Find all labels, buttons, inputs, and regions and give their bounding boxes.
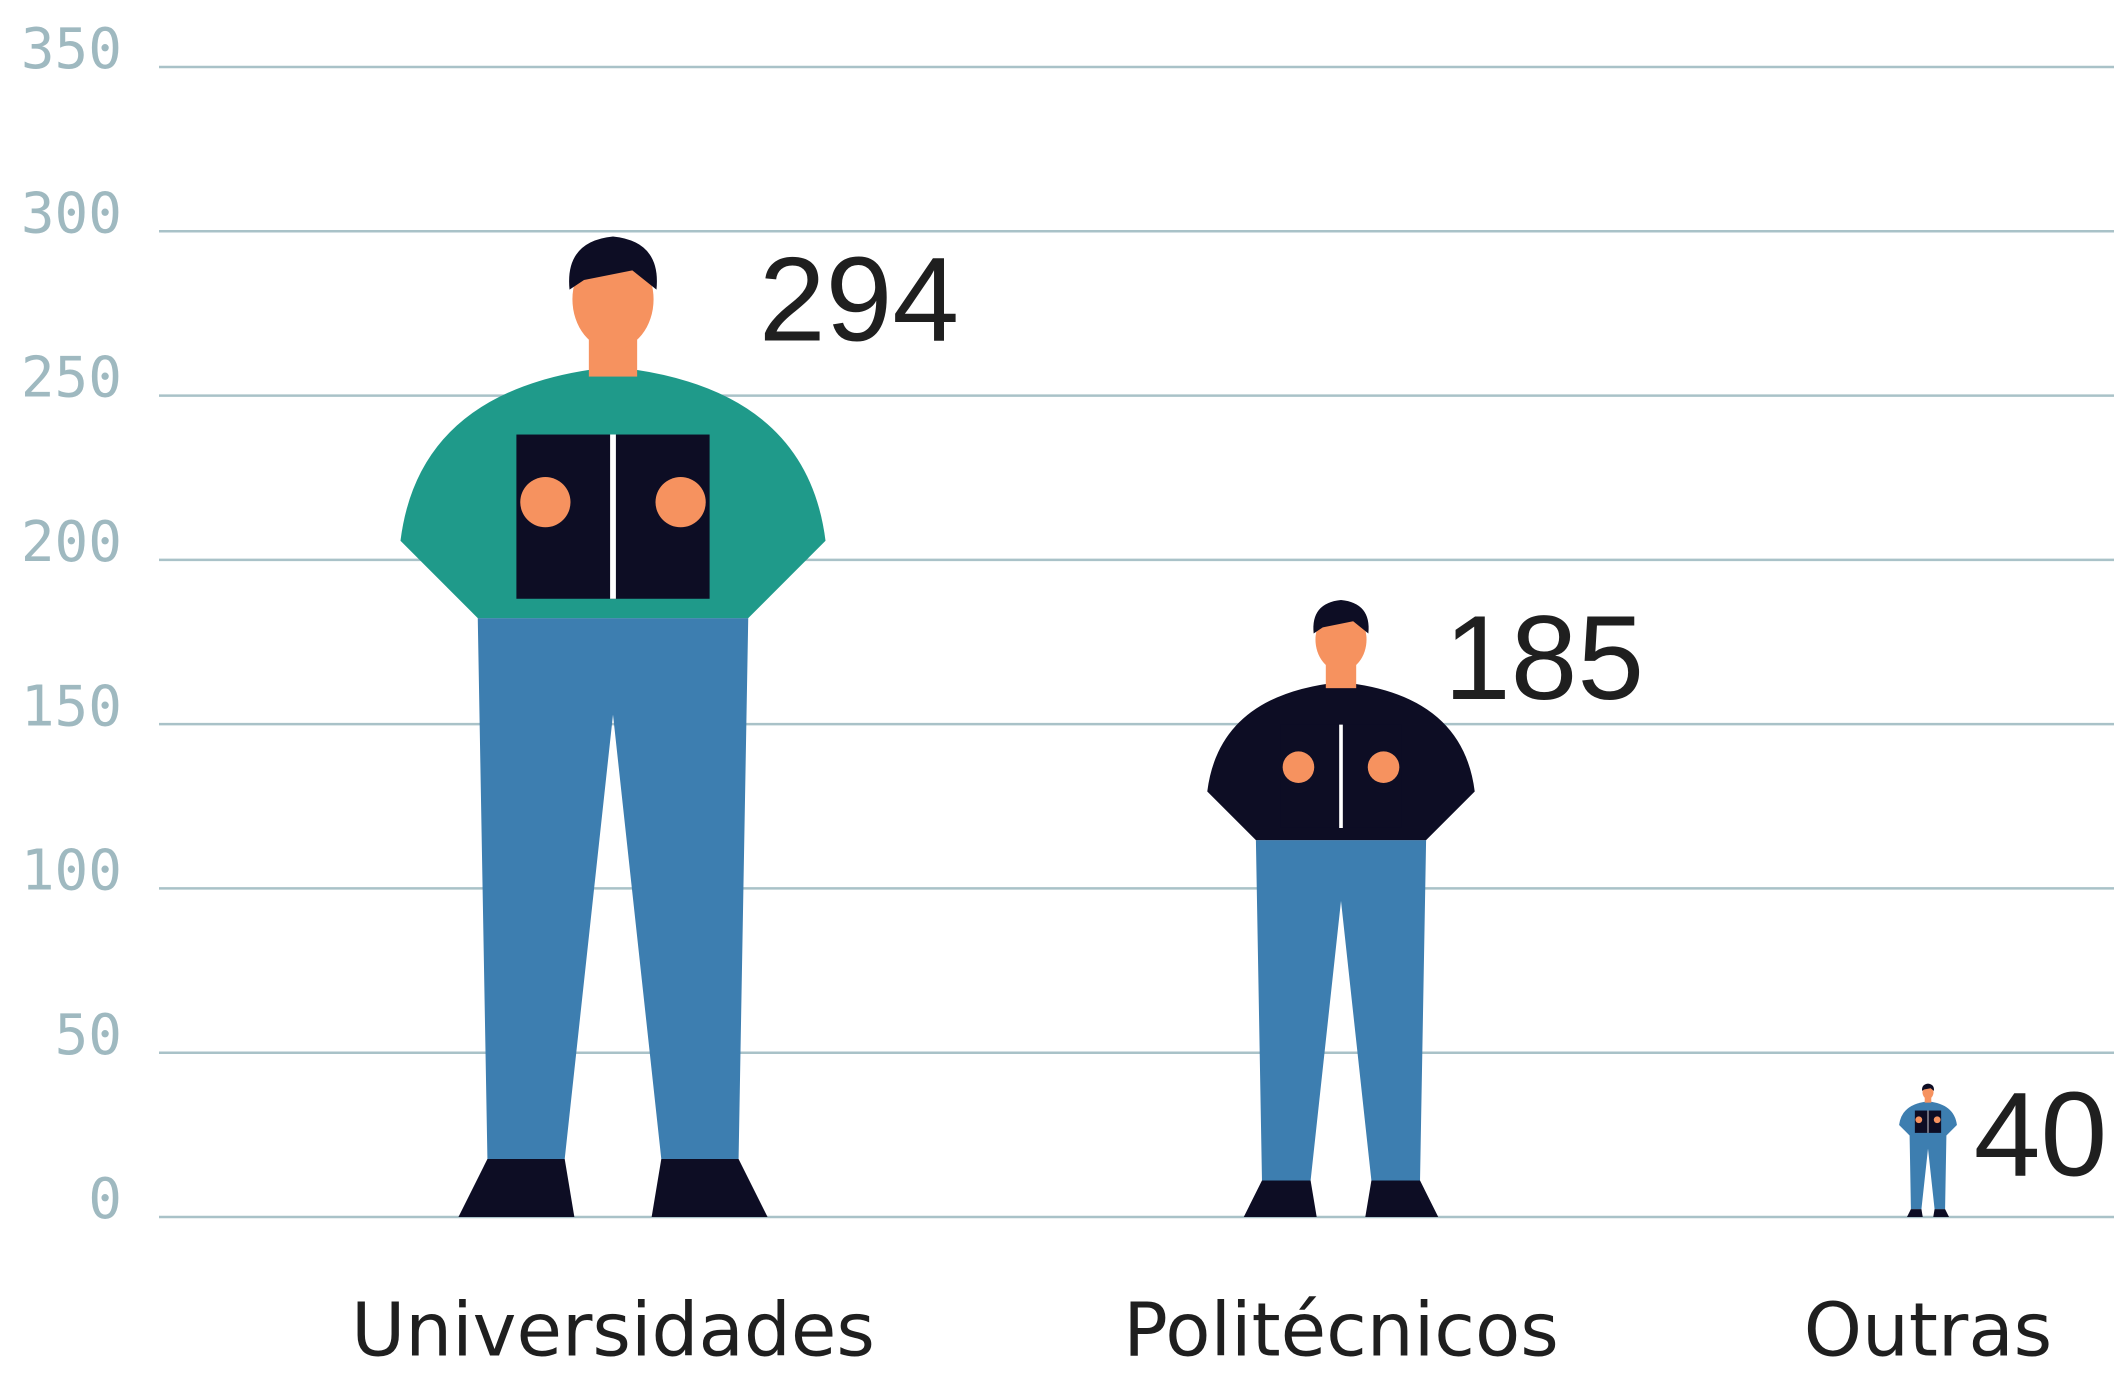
- y-tick-label: 300: [21, 181, 122, 246]
- shoe: [1907, 1209, 1923, 1217]
- person-figure: [1207, 600, 1474, 1217]
- value-label: 294: [759, 233, 959, 367]
- pants: [1256, 840, 1426, 1180]
- shoe: [458, 1159, 574, 1217]
- shoe: [1933, 1209, 1949, 1217]
- shoe: [652, 1159, 768, 1217]
- y-tick-label: 100: [21, 839, 122, 904]
- shoe: [1365, 1181, 1438, 1217]
- pants: [1910, 1136, 1947, 1210]
- hand: [1368, 751, 1400, 783]
- y-tick-label: 200: [21, 510, 122, 575]
- hand: [656, 477, 706, 527]
- chart: 0 50 100 150 200 250 300 350 Universidades 294 Pol…: [0, 0, 2114, 1374]
- value-label: 40: [1974, 1067, 2107, 1201]
- hand: [1934, 1116, 1941, 1123]
- y-tick-label: 350: [21, 17, 122, 82]
- person-figure: [400, 237, 825, 1217]
- x-tick-label: Politécnicos: [1123, 1288, 1559, 1374]
- hand: [520, 477, 570, 527]
- hand: [1283, 751, 1315, 783]
- y-tick-label: 250: [21, 346, 122, 411]
- x-tick-label: Universidades: [351, 1288, 875, 1374]
- y-tick-label: 50: [55, 1003, 122, 1068]
- y-tick-label: 150: [21, 674, 122, 739]
- y-tick-label: 0: [88, 1167, 122, 1232]
- hand: [1915, 1116, 1922, 1123]
- shoe: [1244, 1181, 1317, 1217]
- value-label: 185: [1444, 591, 1644, 725]
- x-tick-label: Outras: [1804, 1288, 2053, 1374]
- person-figure: [1899, 1084, 1957, 1217]
